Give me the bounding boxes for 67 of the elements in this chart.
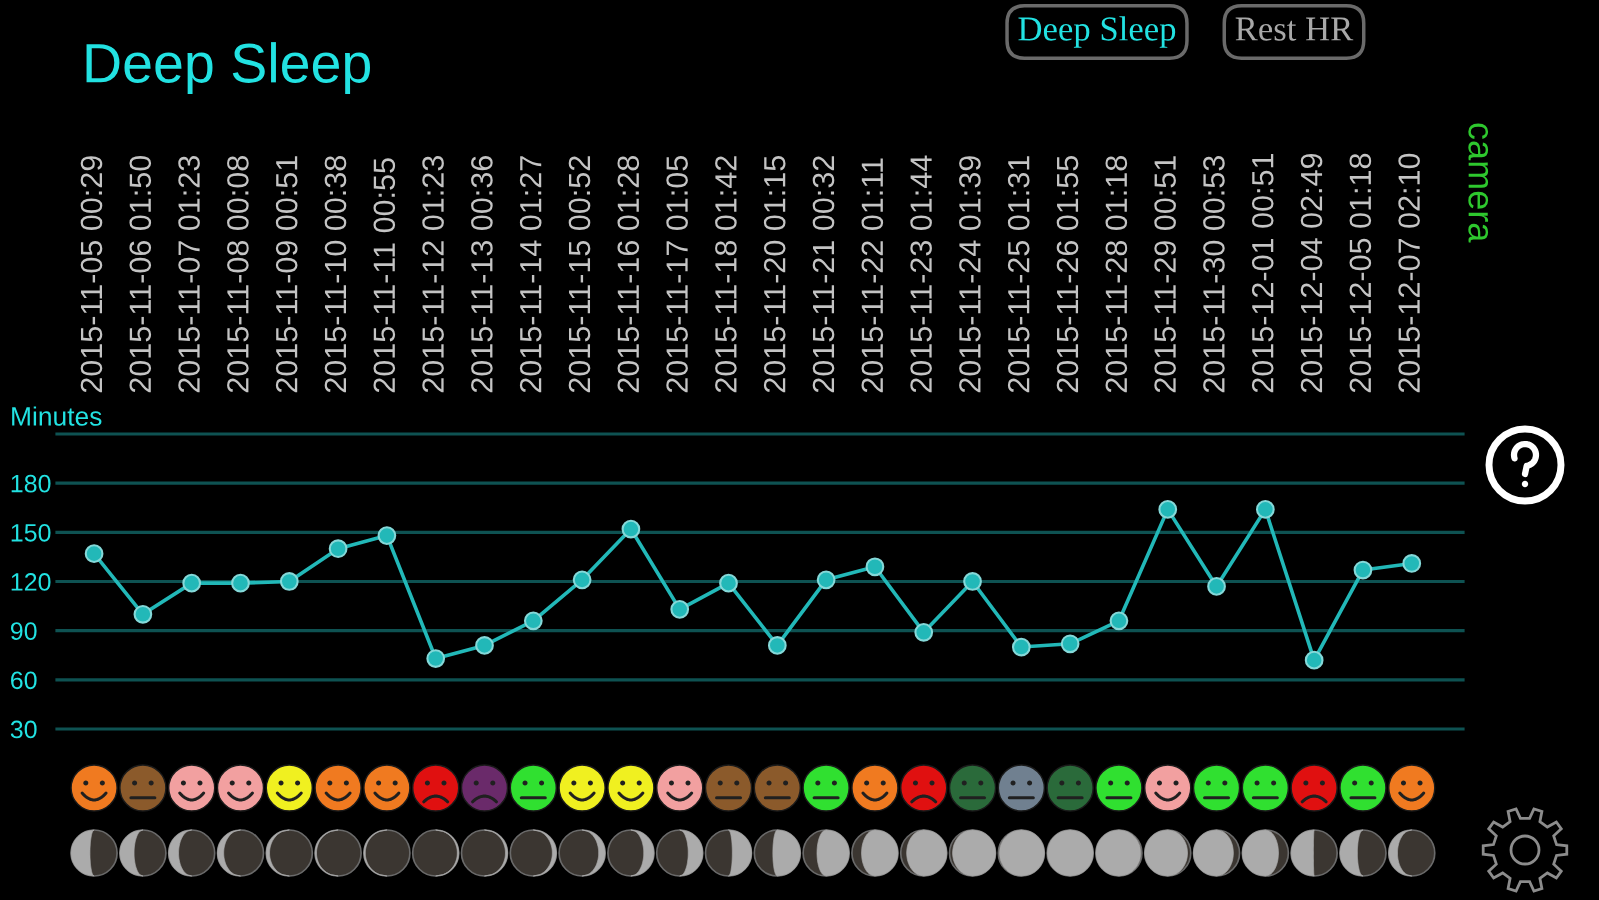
- point: [914, 622, 934, 642]
- point: [1353, 560, 1373, 580]
- y-tick-label: 90: [10, 622, 37, 640]
- x-tick-label: 2015-11-25 01:31: [1007, 156, 1030, 393]
- y-tick-label: 120: [11, 573, 51, 591]
- x-tick-label: 2015-11-21 00:32: [812, 156, 835, 393]
- point: [1255, 500, 1275, 519]
- point: [767, 636, 787, 655]
- point: [182, 573, 202, 593]
- point: [426, 649, 446, 668]
- y-tick-label: 60: [11, 671, 37, 690]
- point: [719, 573, 738, 593]
- point: [1011, 637, 1031, 657]
- point: [523, 611, 543, 631]
- point: [572, 570, 592, 590]
- x-tick-label: 2015-11-15 00:52: [568, 156, 591, 393]
- x-tick-label: 2015-11-08 00:08: [227, 156, 249, 393]
- x-tick-label: 2015-11-16 01:28: [617, 156, 640, 393]
- x-tick-label: 2015-11-20 01:15: [763, 156, 786, 393]
- point: [621, 519, 641, 539]
- point: [865, 557, 885, 577]
- x-tick-label: 2015-11-22 01:11: [861, 158, 884, 393]
- x-tick-label: 2015-11-17 01:05: [666, 156, 688, 393]
- y-tick-label: 150: [11, 523, 51, 542]
- point: [475, 636, 494, 655]
- x-tick-label: 2015-11-18 01:42: [715, 156, 737, 393]
- chart-title: Deep Sleep: [86, 42, 371, 94]
- x-tick-label: 2015-12-04 02:49: [1300, 153, 1323, 393]
- x-tick-label: 2015-11-14 01:27: [519, 156, 542, 393]
- y-tick-label: 30: [10, 720, 37, 739]
- point: [1109, 611, 1129, 631]
- point: [1060, 634, 1080, 654]
- x-tick-label: 2015-11-24 01:39: [959, 156, 981, 393]
- point: [1304, 650, 1324, 670]
- point: [377, 526, 397, 545]
- point: [328, 539, 348, 559]
- point: [1207, 577, 1226, 596]
- x-tick-label: 2015-11-26 01:55: [1056, 156, 1079, 393]
- point: [963, 572, 982, 591]
- x-tick-label: 2015-11-09 00:51: [275, 156, 298, 393]
- x-tick-label: 2015-11-10 00:38: [324, 156, 347, 393]
- point: [279, 572, 299, 591]
- x-tick-label: 2015-11-23 01:44: [910, 155, 932, 393]
- point: [133, 604, 153, 624]
- x-tick-label: 2015-11-29 00:51: [1154, 156, 1176, 393]
- point: [670, 599, 690, 619]
- x-tick-label: 2015-11-30 00:53: [1203, 156, 1225, 393]
- x-tick-label: 2015-11-28 01:18: [1105, 156, 1128, 393]
- x-tick-label: 2015-12-01 00:51: [1251, 153, 1274, 393]
- point: [1402, 554, 1422, 573]
- x-tick-label: 2015-11-12 01:23: [422, 156, 444, 393]
- y-axis-title: Minutes: [12, 406, 102, 426]
- x-tick-label: 2015-11-06 01:50: [129, 155, 152, 393]
- x-tick-label: 2015-11-11 00:55: [373, 158, 396, 393]
- x-tick-label: 2015-11-07 01:23: [178, 156, 200, 393]
- x-tick-label: 2015-11-05 00:29: [80, 156, 103, 393]
- y-tick-label: 180: [11, 474, 51, 493]
- x-tick-label: 2015-12-07 02:10: [1398, 153, 1420, 393]
- point: [816, 570, 836, 590]
- text: Rest HR: [1235, 17, 1354, 41]
- point: [231, 573, 250, 593]
- text: Deep Sleep: [1018, 16, 1176, 48]
- x-tick-label: 2015-11-13 00:36: [471, 156, 493, 393]
- point: [1158, 500, 1178, 519]
- text: camera: [1468, 123, 1489, 243]
- x-tick-label: 2015-12-05 01:18: [1349, 153, 1372, 393]
- point: [84, 544, 104, 564]
